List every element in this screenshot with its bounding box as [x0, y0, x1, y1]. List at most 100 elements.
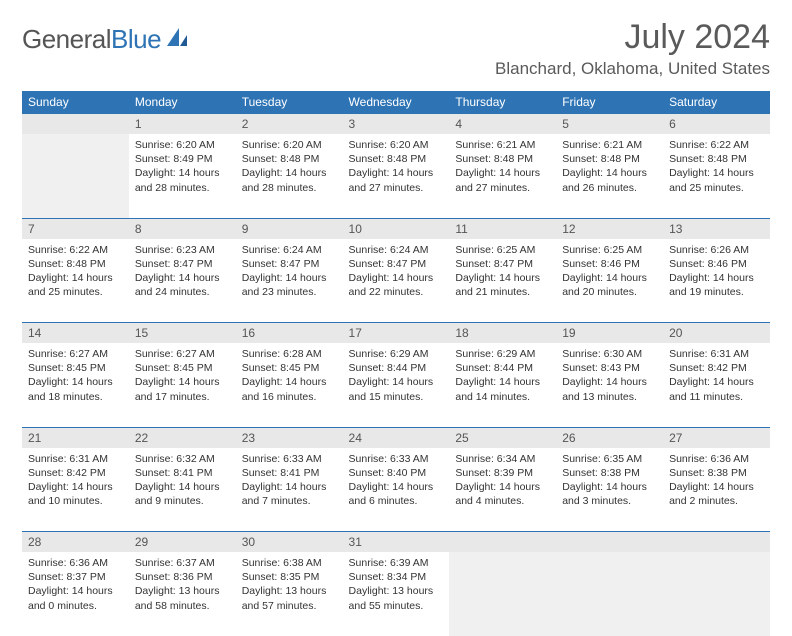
day-number-cell: 27	[663, 427, 770, 448]
col-wednesday: Wednesday	[343, 91, 450, 114]
col-sunday: Sunday	[22, 91, 129, 114]
daylight-line: Daylight: 14 hours and 25 minutes.	[669, 166, 764, 194]
day-content-cell: Sunrise: 6:31 AMSunset: 8:42 PMDaylight:…	[663, 343, 770, 427]
sunset-line: Sunset: 8:38 PM	[669, 466, 764, 480]
day-content-cell: Sunrise: 6:28 AMSunset: 8:45 PMDaylight:…	[236, 343, 343, 427]
sunrise-line: Sunrise: 6:26 AM	[669, 243, 764, 257]
daylight-line: Daylight: 14 hours and 27 minutes.	[349, 166, 444, 194]
sunset-line: Sunset: 8:40 PM	[349, 466, 444, 480]
day-number-cell	[663, 532, 770, 553]
sunset-line: Sunset: 8:48 PM	[455, 152, 550, 166]
daylight-line: Daylight: 14 hours and 11 minutes.	[669, 375, 764, 403]
daylight-line: Daylight: 14 hours and 23 minutes.	[242, 271, 337, 299]
daylight-line: Daylight: 14 hours and 10 minutes.	[28, 480, 123, 508]
day-content-cell: Sunrise: 6:25 AMSunset: 8:47 PMDaylight:…	[449, 239, 556, 323]
day-content-cell: Sunrise: 6:25 AMSunset: 8:46 PMDaylight:…	[556, 239, 663, 323]
day-number-cell: 22	[129, 427, 236, 448]
daynum-row: 123456	[22, 114, 770, 135]
sunset-line: Sunset: 8:37 PM	[28, 570, 123, 584]
day-content-cell: Sunrise: 6:21 AMSunset: 8:48 PMDaylight:…	[556, 134, 663, 218]
day-number-cell: 30	[236, 532, 343, 553]
day-content-cell: Sunrise: 6:27 AMSunset: 8:45 PMDaylight:…	[22, 343, 129, 427]
day-content-cell	[449, 552, 556, 636]
col-thursday: Thursday	[449, 91, 556, 114]
daylight-line: Daylight: 14 hours and 27 minutes.	[455, 166, 550, 194]
sunset-line: Sunset: 8:48 PM	[242, 152, 337, 166]
day-content-cell: Sunrise: 6:23 AMSunset: 8:47 PMDaylight:…	[129, 239, 236, 323]
sunset-line: Sunset: 8:45 PM	[242, 361, 337, 375]
sunrise-line: Sunrise: 6:33 AM	[242, 452, 337, 466]
sunrise-line: Sunrise: 6:36 AM	[28, 556, 123, 570]
sunset-line: Sunset: 8:39 PM	[455, 466, 550, 480]
sunset-line: Sunset: 8:48 PM	[28, 257, 123, 271]
sunset-line: Sunset: 8:49 PM	[135, 152, 230, 166]
sunset-line: Sunset: 8:48 PM	[562, 152, 657, 166]
day-content-cell	[663, 552, 770, 636]
daylight-line: Daylight: 14 hours and 9 minutes.	[135, 480, 230, 508]
sunrise-line: Sunrise: 6:29 AM	[455, 347, 550, 361]
sunset-line: Sunset: 8:34 PM	[349, 570, 444, 584]
daynum-row: 21222324252627	[22, 427, 770, 448]
daylight-line: Daylight: 14 hours and 17 minutes.	[135, 375, 230, 403]
day-content-cell: Sunrise: 6:22 AMSunset: 8:48 PMDaylight:…	[663, 134, 770, 218]
content-row: Sunrise: 6:22 AMSunset: 8:48 PMDaylight:…	[22, 239, 770, 323]
sunrise-line: Sunrise: 6:32 AM	[135, 452, 230, 466]
day-number-cell: 14	[22, 323, 129, 344]
day-content-cell: Sunrise: 6:29 AMSunset: 8:44 PMDaylight:…	[343, 343, 450, 427]
day-content-cell: Sunrise: 6:35 AMSunset: 8:38 PMDaylight:…	[556, 448, 663, 532]
sunset-line: Sunset: 8:44 PM	[455, 361, 550, 375]
day-content-cell: Sunrise: 6:30 AMSunset: 8:43 PMDaylight:…	[556, 343, 663, 427]
sunrise-line: Sunrise: 6:20 AM	[135, 138, 230, 152]
daylight-line: Daylight: 14 hours and 21 minutes.	[455, 271, 550, 299]
sunset-line: Sunset: 8:42 PM	[28, 466, 123, 480]
location: Blanchard, Oklahoma, United States	[495, 59, 770, 79]
sunrise-line: Sunrise: 6:24 AM	[349, 243, 444, 257]
daylight-line: Daylight: 14 hours and 13 minutes.	[562, 375, 657, 403]
daylight-line: Daylight: 14 hours and 22 minutes.	[349, 271, 444, 299]
day-number-cell: 15	[129, 323, 236, 344]
sunset-line: Sunset: 8:43 PM	[562, 361, 657, 375]
sunset-line: Sunset: 8:36 PM	[135, 570, 230, 584]
day-content-cell: Sunrise: 6:37 AMSunset: 8:36 PMDaylight:…	[129, 552, 236, 636]
day-number-cell	[556, 532, 663, 553]
day-content-cell: Sunrise: 6:36 AMSunset: 8:38 PMDaylight:…	[663, 448, 770, 532]
sunset-line: Sunset: 8:45 PM	[135, 361, 230, 375]
daylight-line: Daylight: 14 hours and 7 minutes.	[242, 480, 337, 508]
logo: GeneralBlue	[22, 24, 191, 55]
day-number-cell: 8	[129, 218, 236, 239]
month-title: July 2024	[495, 18, 770, 57]
sunrise-line: Sunrise: 6:21 AM	[455, 138, 550, 152]
day-number-cell: 24	[343, 427, 450, 448]
day-content-cell: Sunrise: 6:31 AMSunset: 8:42 PMDaylight:…	[22, 448, 129, 532]
day-number-cell: 28	[22, 532, 129, 553]
sunrise-line: Sunrise: 6:31 AM	[669, 347, 764, 361]
day-content-cell: Sunrise: 6:34 AMSunset: 8:39 PMDaylight:…	[449, 448, 556, 532]
day-content-cell: Sunrise: 6:24 AMSunset: 8:47 PMDaylight:…	[236, 239, 343, 323]
daylight-line: Daylight: 14 hours and 2 minutes.	[669, 480, 764, 508]
day-content-cell: Sunrise: 6:24 AMSunset: 8:47 PMDaylight:…	[343, 239, 450, 323]
sunset-line: Sunset: 8:42 PM	[669, 361, 764, 375]
sunset-line: Sunset: 8:47 PM	[455, 257, 550, 271]
daylight-line: Daylight: 14 hours and 26 minutes.	[562, 166, 657, 194]
day-number-cell: 16	[236, 323, 343, 344]
sunrise-line: Sunrise: 6:30 AM	[562, 347, 657, 361]
daylight-line: Daylight: 13 hours and 57 minutes.	[242, 584, 337, 612]
content-row: Sunrise: 6:36 AMSunset: 8:37 PM Daylight:…	[22, 552, 770, 636]
day-number-cell: 12	[556, 218, 663, 239]
sunset-line: Sunset: 8:47 PM	[242, 257, 337, 271]
logo-text: GeneralBlue	[22, 24, 161, 55]
col-saturday: Saturday	[663, 91, 770, 114]
day-number-cell: 26	[556, 427, 663, 448]
day-number-cell: 10	[343, 218, 450, 239]
day-number-cell: 13	[663, 218, 770, 239]
day-content-cell: Sunrise: 6:33 AMSunset: 8:41 PMDaylight:…	[236, 448, 343, 532]
sunrise-line: Sunrise: 6:22 AM	[669, 138, 764, 152]
daylight-line: Daylight: 14 hours and 14 minutes.	[455, 375, 550, 403]
day-number-cell	[449, 532, 556, 553]
day-number-cell: 31	[343, 532, 450, 553]
sunrise-line: Sunrise: 6:27 AM	[28, 347, 123, 361]
day-number-cell: 29	[129, 532, 236, 553]
day-content-cell: Sunrise: 6:36 AMSunset: 8:37 PMDaylight:…	[22, 552, 129, 636]
sunrise-line: Sunrise: 6:25 AM	[562, 243, 657, 257]
daylight-line: Daylight: 14 hours and 3 minutes.	[562, 480, 657, 508]
